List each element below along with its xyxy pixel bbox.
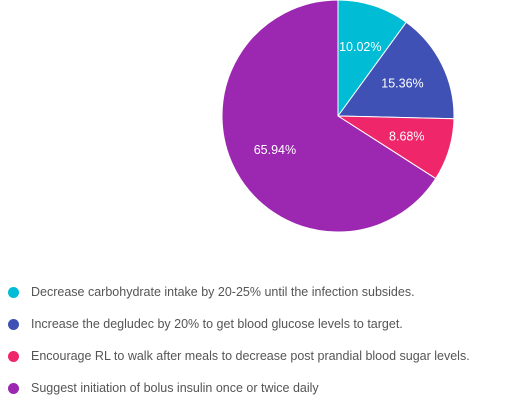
pie-slice-2[interactable] <box>337 21 455 120</box>
pie-slice-1[interactable] <box>337 0 407 118</box>
pie-slice-4[interactable] <box>221 0 437 233</box>
slice-value-label-1: 10.02% <box>339 40 381 54</box>
legend-label-1: Decrease carbohydrate intake by 20-25% u… <box>31 285 415 299</box>
slice-value-label-4: 65.94% <box>254 143 296 157</box>
legend-swatch-2 <box>8 318 19 330</box>
slice-value-label-2: 15.36% <box>381 76 423 90</box>
legend-item-3[interactable]: Encourage RL to walk after meals to decr… <box>8 340 518 372</box>
chart-legend: Decrease carbohydrate intake by 20-25% u… <box>8 276 518 404</box>
pie-chart: 10.02% 15.36% 8.68% 65.94% <box>221 0 455 233</box>
legend-swatch-3 <box>8 350 19 362</box>
legend-label-4: Suggest initiation of bolus insulin once… <box>31 381 319 395</box>
legend-swatch-1 <box>8 286 19 298</box>
legend-label-2: Increase the degludec by 20% to get bloo… <box>31 317 403 331</box>
legend-item-1[interactable]: Decrease carbohydrate intake by 20-25% u… <box>8 276 518 308</box>
slice-value-label-3: 8.68% <box>389 129 424 143</box>
legend-item-4[interactable]: Suggest initiation of bolus insulin once… <box>8 372 518 404</box>
legend-swatch-4 <box>8 382 19 394</box>
legend-item-2[interactable]: Increase the degludec by 20% to get bloo… <box>8 308 518 340</box>
legend-label-3: Encourage RL to walk after meals to decr… <box>31 349 470 363</box>
